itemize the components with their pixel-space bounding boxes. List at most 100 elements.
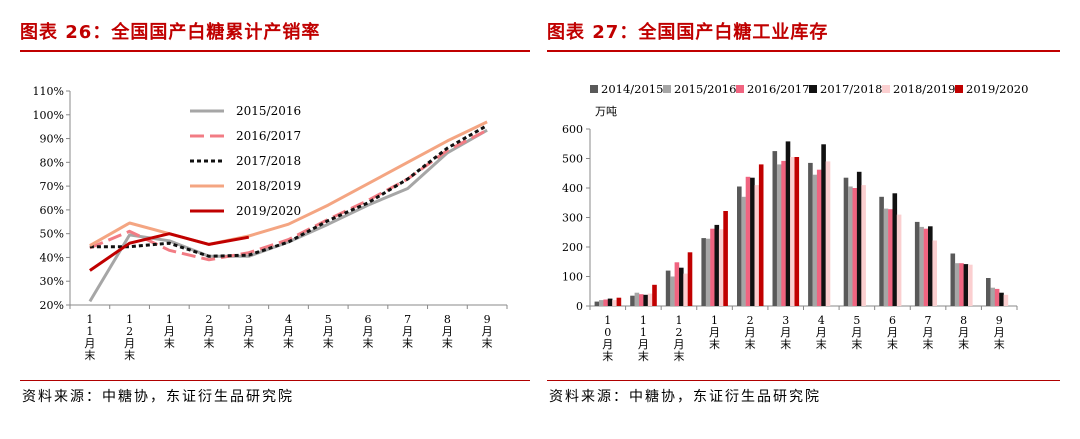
x-tick-label: 6 月末 <box>362 313 373 350</box>
bar-2017-2018 <box>821 144 826 306</box>
series-line-2019-2020 <box>89 232 250 272</box>
y-tick-label: 90% <box>40 133 64 146</box>
bar-2018-2019 <box>1003 294 1009 306</box>
bar-2014-2015 <box>986 278 991 306</box>
y-tick-label: 110% <box>33 85 64 98</box>
x-tick-label: 6 月末 <box>887 314 898 351</box>
bar-2018-2019 <box>896 214 902 306</box>
bar-2016-2017 <box>816 169 822 306</box>
bar-2014-2015 <box>879 196 884 306</box>
x-tick-label: 9 月末 <box>994 314 1005 351</box>
bar-2014-2015 <box>808 162 813 306</box>
bar-2014-2015 <box>630 295 635 306</box>
series-line-2015-2016 <box>88 128 488 303</box>
y-tick-label: 200 <box>562 241 583 254</box>
x-tick-label: 1 1 月末 <box>84 313 95 362</box>
chart-27-title-rule <box>547 50 1060 52</box>
bar-2017-2018 <box>607 298 613 306</box>
bar-2014-2015 <box>594 301 600 306</box>
bar-2016-2017 <box>745 176 751 306</box>
y-tick-label: 100 <box>562 271 583 284</box>
bar-2014-2015 <box>665 270 671 306</box>
bar-2014-2015 <box>950 253 956 306</box>
bar-2014-2015 <box>772 151 778 306</box>
bar-2019-2020 <box>652 284 657 306</box>
bar-2015-2016 <box>919 226 924 306</box>
x-tick-label: 4 月末 <box>283 313 294 350</box>
legend-label: 2014/2015 <box>601 82 663 96</box>
bar-2015-2016 <box>741 196 746 306</box>
x-tick-label: 2 月末 <box>204 313 215 350</box>
y-tick-label: 400 <box>562 182 583 195</box>
y-tick-label: 60% <box>40 204 64 217</box>
bar-2015-2016 <box>848 186 853 306</box>
legend-label: 2015/2016 <box>674 82 736 96</box>
bar-2017-2018 <box>714 224 720 306</box>
series-line-2017-2018 <box>89 124 488 258</box>
y-tick-label: 600 <box>562 123 583 136</box>
y-tick-label: 0 <box>576 300 583 313</box>
x-tick-label: 1 0 月末 <box>602 314 613 363</box>
bar-2017-2018 <box>963 264 969 306</box>
bar-2015-2016 <box>634 292 640 306</box>
legend-label: 2016/2017 <box>236 129 301 143</box>
bar-2015-2016 <box>599 300 604 306</box>
x-tick-label: 9 月末 <box>482 313 493 350</box>
bar-2016-2017 <box>603 299 608 306</box>
y-tick-label: 80% <box>40 156 64 169</box>
x-tick-label: 8 月末 <box>958 314 969 351</box>
y-tick-label: 20% <box>40 299 64 312</box>
chart-26-source: 资料来源：中糖协，东证衍生品研究院 <box>22 389 294 405</box>
bar-2016-2017 <box>888 209 893 306</box>
bar-2019-2020 <box>616 297 622 306</box>
chart-27-source: 资料来源：中糖协，东证衍生品研究院 <box>549 389 821 405</box>
bar-2018-2019 <box>612 300 617 306</box>
chart-26-source-rule <box>20 380 530 381</box>
bar-2018-2019 <box>718 229 724 306</box>
bar-2017-2018 <box>750 177 755 306</box>
legend-swatch <box>736 85 744 93</box>
bar-2018-2019 <box>790 157 795 306</box>
legend-swatch <box>882 85 890 93</box>
bar-2017-2018 <box>856 171 862 306</box>
legend-label: 2017/2018 <box>820 82 882 96</box>
legend-label: 2015/2016 <box>236 104 301 118</box>
chart-26-title: 图表 26：全国国产白糖累计产销率 <box>20 22 321 43</box>
bar-2018-2019 <box>932 240 937 306</box>
legend-label: 2017/2018 <box>236 154 301 168</box>
legend-label: 2018/2019 <box>236 179 301 193</box>
y-tick-label: 30% <box>40 275 64 288</box>
x-tick-label: 7 月末 <box>923 314 934 351</box>
x-tick-label: 1 1 月末 <box>638 314 649 363</box>
x-tick-label: 8 月末 <box>442 313 453 350</box>
x-tick-label: 5 月末 <box>851 314 862 351</box>
line-chart-sales-rate: 20% 30% 40% 50% 60% 70% 80% 90% 100% 110% 1 1 月末 1 2 月末… <box>33 85 508 362</box>
bar-2017-2018 <box>643 294 648 306</box>
series-line-2018-2019 <box>89 120 488 247</box>
y-tick-label: 100% <box>33 109 64 122</box>
bar-2019-2020 <box>794 157 800 306</box>
x-tick-label: 1 2 月末 <box>124 313 135 362</box>
bar-2015-2016 <box>883 208 889 306</box>
bar-2016-2017 <box>994 288 1000 306</box>
bar-2015-2016 <box>776 164 782 306</box>
x-tick-label: 1 月末 <box>709 314 720 351</box>
unit-label: 万吨 <box>595 105 617 118</box>
bar-2019-2020 <box>687 252 693 306</box>
bar-2018-2019 <box>825 161 831 306</box>
chart-27-title: 图表 27：全国国产白糖工业库存 <box>547 22 829 43</box>
legend-swatch <box>955 85 963 93</box>
y-tick-label: 40% <box>40 251 64 264</box>
bar-2015-2016 <box>670 276 675 306</box>
legend-swatch <box>663 85 671 93</box>
bar-2014-2015 <box>914 221 920 306</box>
bar-2017-2018 <box>785 141 791 306</box>
bar-2017-2018 <box>679 267 684 306</box>
y-tick-label: 70% <box>40 180 64 193</box>
bar-2015-2016 <box>990 287 995 306</box>
legend-swatch <box>809 85 817 93</box>
bar-2017-2018 <box>999 292 1004 306</box>
bar-2016-2017 <box>852 188 858 306</box>
bar-2017-2018 <box>892 193 898 306</box>
legend-swatch <box>590 85 598 93</box>
